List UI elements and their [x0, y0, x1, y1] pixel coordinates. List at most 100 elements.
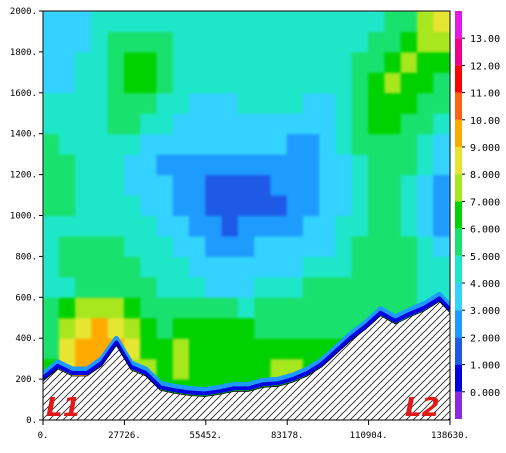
contour-cell [401, 92, 418, 113]
contour-cell [368, 276, 385, 297]
contour-cell [433, 195, 450, 216]
contour-cell [108, 154, 125, 175]
contour-cell [417, 215, 434, 236]
contour-cell [417, 195, 434, 216]
contour-cell [368, 235, 385, 256]
contour-cell [368, 51, 385, 72]
contour-cell [303, 195, 320, 216]
contour-cell [238, 297, 255, 318]
contour-cell [75, 51, 92, 72]
contour-cell [140, 297, 157, 318]
contour-cell [173, 51, 190, 72]
contour-cell [156, 31, 173, 52]
contour-cell [91, 317, 108, 338]
contour-cell [401, 154, 418, 175]
contour-cell [384, 174, 401, 195]
contour-cell [319, 276, 336, 297]
contour-cell [287, 276, 304, 297]
contour-cell [287, 215, 304, 236]
contour-cell [238, 338, 255, 359]
contour-cell [254, 297, 271, 318]
contour-cell [189, 31, 206, 52]
contour-cell [336, 297, 353, 318]
contour-cell [140, 72, 157, 93]
contour-cell [352, 154, 369, 175]
contour-cell [433, 235, 450, 256]
contour-cell [401, 133, 418, 154]
contour-cell [189, 11, 206, 32]
contour-cell [254, 195, 271, 216]
contour-cell [108, 72, 125, 93]
contour-cell [287, 338, 304, 359]
contour-cell [124, 31, 141, 52]
contour-cell [156, 154, 173, 175]
contour-cell [417, 276, 434, 297]
contour-cell [368, 195, 385, 216]
contour-cell [108, 113, 125, 134]
contour-cell [189, 215, 206, 236]
contour-cell [75, 256, 92, 277]
contour-cell [59, 113, 76, 134]
contour-cell [156, 92, 173, 113]
contour-cell [222, 72, 239, 93]
contour-cell [173, 154, 190, 175]
contour-cell [270, 256, 287, 277]
contour-cell [417, 51, 434, 72]
contour-cell [43, 338, 60, 359]
contour-cell [189, 338, 206, 359]
contour-cell [59, 92, 76, 113]
colorbar-swatch [455, 229, 462, 256]
contour-cell [270, 11, 287, 32]
contour-cell [433, 92, 450, 113]
contour-cell [124, 154, 141, 175]
contour-cell [401, 215, 418, 236]
contour-cell [287, 72, 304, 93]
contour-cell [238, 358, 255, 379]
contour-cell [124, 235, 141, 256]
contour-cell [254, 235, 271, 256]
contour-cell [156, 133, 173, 154]
contour-cell [189, 113, 206, 134]
contour-cell [205, 113, 222, 134]
contour-cell [417, 133, 434, 154]
contour-cell [303, 338, 320, 359]
contour-cell [319, 31, 336, 52]
colorbar-swatch [455, 392, 462, 419]
contour-cell [140, 31, 157, 52]
contour-cell [319, 72, 336, 93]
contour-cell [254, 51, 271, 72]
contour-cell [384, 113, 401, 134]
contour-cell [287, 133, 304, 154]
x-axis: 0. 27726. 55452. 83178. 110904. 138630. [38, 420, 469, 441]
colorbar-swatch [455, 147, 462, 174]
contour-cell [352, 195, 369, 216]
contour-cell [43, 297, 60, 318]
contour-cell [433, 154, 450, 175]
contour-cell [287, 174, 304, 195]
contour-cell [384, 72, 401, 93]
contour-cell [91, 11, 108, 32]
contour-cell [124, 317, 141, 338]
contour-cell [352, 11, 369, 32]
contour-cell [303, 215, 320, 236]
contour-cell [287, 317, 304, 338]
contour-cell [124, 215, 141, 236]
y-tick-label: 1400. [10, 130, 37, 140]
contour-cell [254, 256, 271, 277]
contour-cell [156, 11, 173, 32]
contour-cell [205, 154, 222, 175]
contour-cell [238, 256, 255, 277]
contour-cell [75, 317, 92, 338]
contour-cell [189, 358, 206, 379]
contour-cell [303, 276, 320, 297]
contour-cell [91, 154, 108, 175]
contour-cell [336, 133, 353, 154]
contour-cell [303, 31, 320, 52]
contour-cell [156, 174, 173, 195]
contour-cell [238, 276, 255, 297]
colorbar-label: 6.000 [470, 225, 500, 236]
contour-cell [59, 317, 76, 338]
contour-cell [189, 72, 206, 93]
contour-cell [108, 195, 125, 216]
contour-cell [156, 317, 173, 338]
